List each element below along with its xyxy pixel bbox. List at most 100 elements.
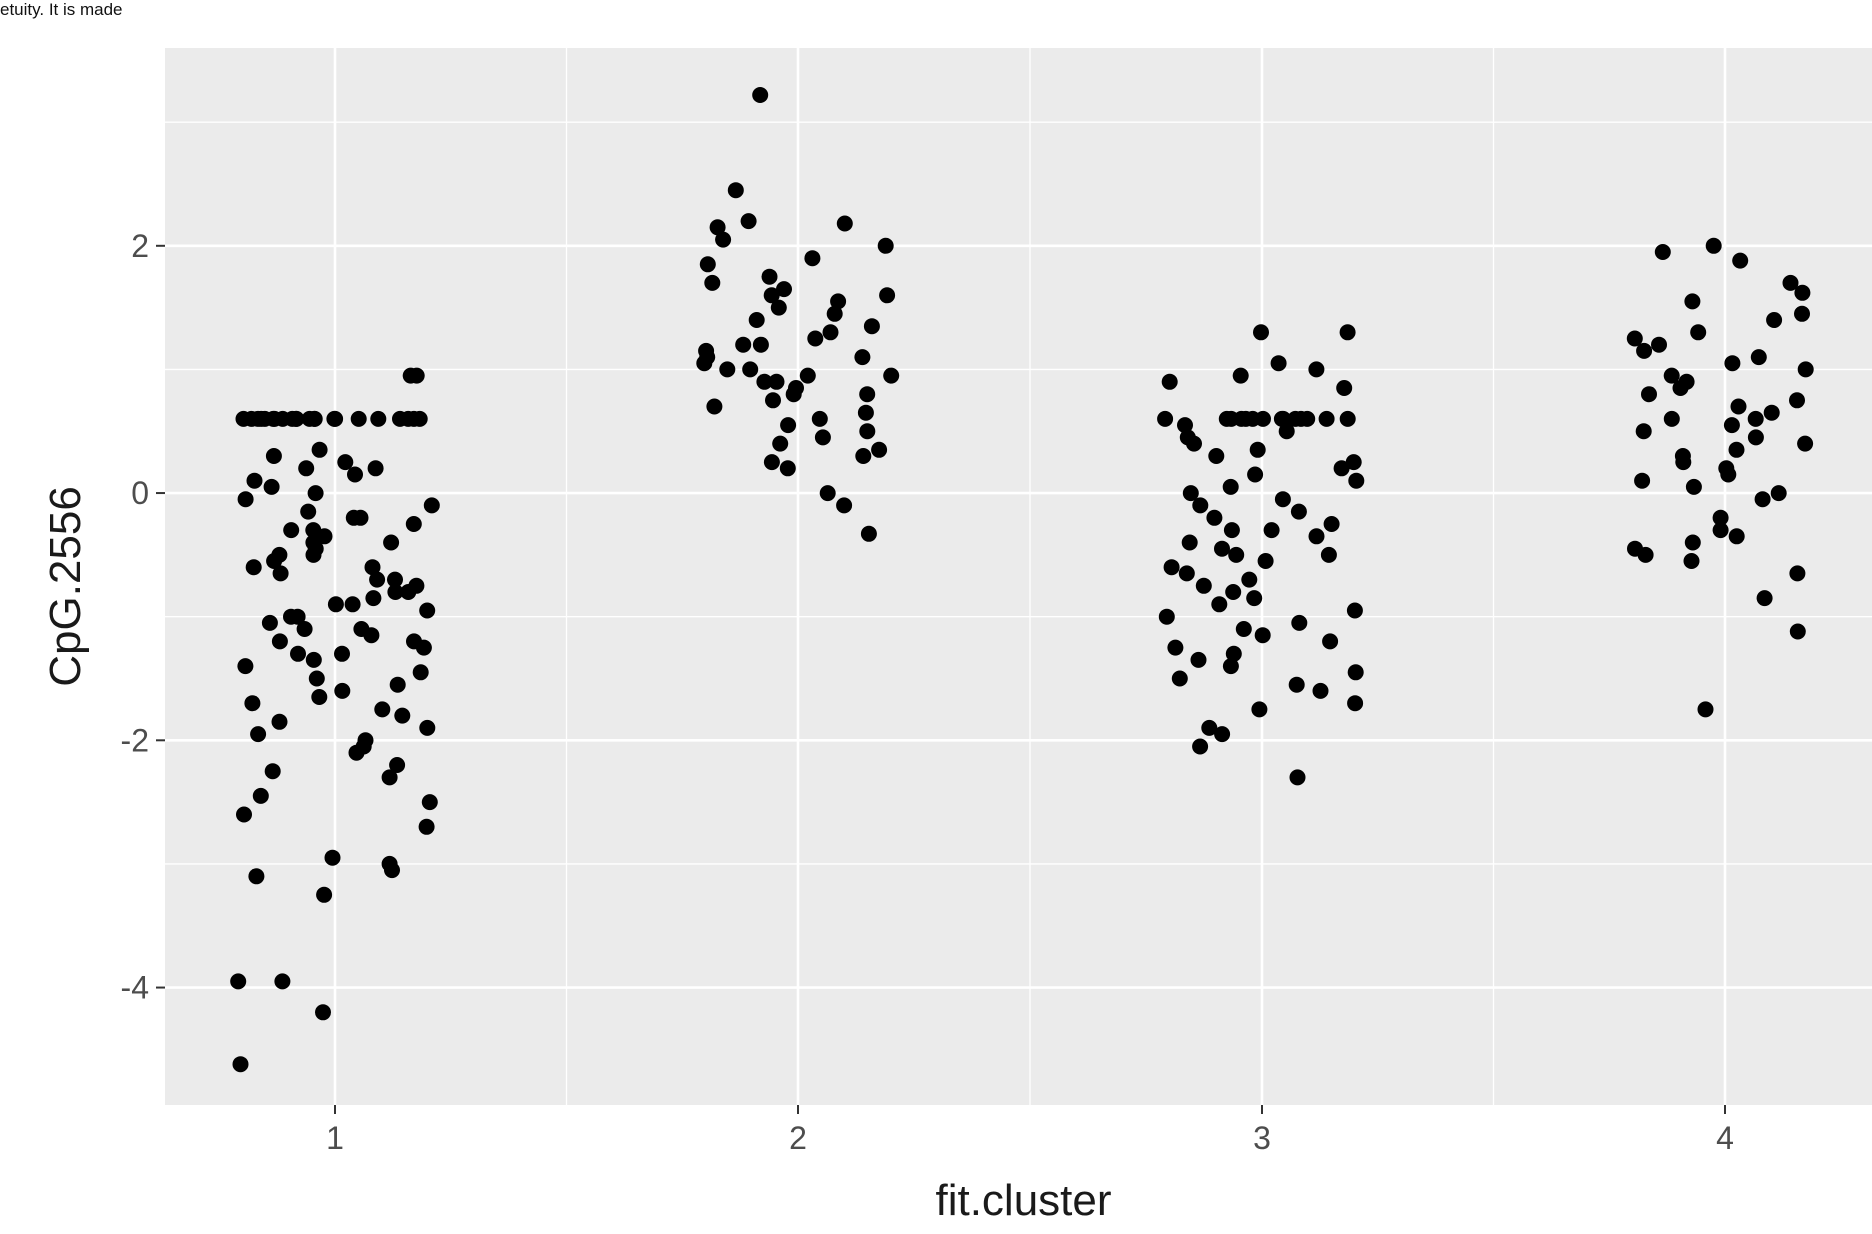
data-point xyxy=(752,87,769,103)
data-point xyxy=(1178,565,1195,582)
data-point xyxy=(1186,435,1202,452)
data-point xyxy=(365,590,382,607)
data-point xyxy=(298,460,315,477)
data-point xyxy=(1253,324,1269,341)
data-point xyxy=(1347,695,1364,712)
data-point xyxy=(1299,410,1316,427)
data-point xyxy=(263,478,280,495)
data-point xyxy=(1192,497,1209,514)
data-point xyxy=(316,886,333,903)
data-point xyxy=(1225,584,1242,600)
data-point xyxy=(289,608,306,625)
grid-minor xyxy=(165,48,1872,1105)
data-point xyxy=(389,757,406,773)
data-point xyxy=(1192,738,1209,755)
data-point xyxy=(412,664,429,681)
data-point xyxy=(288,410,305,427)
data-point xyxy=(1720,466,1737,483)
data-point xyxy=(763,454,780,471)
data-point xyxy=(735,336,752,353)
data-point xyxy=(1257,553,1274,569)
data-point xyxy=(1636,342,1653,359)
data-point xyxy=(266,553,283,569)
data-point xyxy=(1690,324,1707,341)
data-point xyxy=(785,386,802,403)
data-point xyxy=(1291,614,1308,631)
data-point xyxy=(704,274,721,291)
data-point xyxy=(245,559,262,576)
data-point xyxy=(799,367,816,384)
top-note: etuity. It is made xyxy=(0,0,123,19)
data-point xyxy=(347,466,363,483)
data-point xyxy=(768,373,785,390)
data-point xyxy=(1308,361,1325,378)
data-point xyxy=(1225,645,1242,662)
data-point xyxy=(761,268,778,285)
data-point xyxy=(1336,380,1353,396)
data-point xyxy=(1287,410,1304,427)
data-point xyxy=(348,744,365,761)
data-point xyxy=(274,973,291,990)
data-point xyxy=(307,485,324,502)
data-point xyxy=(1789,392,1805,409)
data-point xyxy=(877,237,894,254)
data-point xyxy=(418,818,435,835)
data-point xyxy=(363,627,380,644)
data-point xyxy=(883,367,900,384)
data-point xyxy=(394,707,411,724)
data-point xyxy=(836,215,853,232)
data-point xyxy=(1672,380,1689,396)
data-point xyxy=(1201,719,1218,736)
data-point xyxy=(423,497,440,514)
data-point xyxy=(1222,478,1239,495)
data-point xyxy=(334,645,350,662)
data-point xyxy=(727,182,744,199)
data-point xyxy=(1756,590,1773,607)
data-point xyxy=(763,287,780,304)
data-point xyxy=(1728,441,1745,458)
data-point xyxy=(405,516,422,532)
data-point xyxy=(740,213,757,230)
data-point xyxy=(345,509,362,526)
data-point xyxy=(250,726,267,743)
data-point xyxy=(1237,410,1254,427)
data-point xyxy=(246,472,263,489)
data-point xyxy=(392,410,408,427)
y-tick-label: 2 xyxy=(131,228,149,264)
data-point xyxy=(415,639,432,656)
data-point xyxy=(765,392,781,409)
data-point xyxy=(419,719,436,736)
data-point xyxy=(748,312,765,328)
data-point xyxy=(1723,417,1740,434)
data-point xyxy=(1320,546,1337,563)
data-point xyxy=(1157,410,1174,427)
data-point xyxy=(350,410,367,427)
data-point xyxy=(1789,623,1806,640)
data-point xyxy=(1228,546,1245,563)
data-point xyxy=(1683,553,1700,569)
data-point xyxy=(1177,417,1193,434)
data-point xyxy=(1288,676,1305,693)
data-point xyxy=(836,497,853,514)
data-point xyxy=(742,361,759,378)
data-point xyxy=(1637,546,1654,563)
data-point xyxy=(1347,664,1364,681)
data-point xyxy=(265,448,282,464)
data-point xyxy=(715,231,732,248)
data-point xyxy=(1724,355,1741,372)
data-point xyxy=(271,713,288,730)
data-point xyxy=(344,596,361,613)
data-point xyxy=(1685,478,1702,495)
data-point xyxy=(327,596,344,613)
data-point xyxy=(756,373,773,390)
axes: -4 -2 0 2 1 2 3 4 xyxy=(121,228,1734,1156)
data-point xyxy=(1289,769,1306,786)
data-point xyxy=(249,410,266,427)
data-point xyxy=(1684,534,1701,551)
data-point xyxy=(389,676,406,693)
data-point xyxy=(305,546,322,563)
data-point xyxy=(1750,349,1767,366)
data-point xyxy=(248,868,265,885)
data-point xyxy=(1634,472,1651,489)
